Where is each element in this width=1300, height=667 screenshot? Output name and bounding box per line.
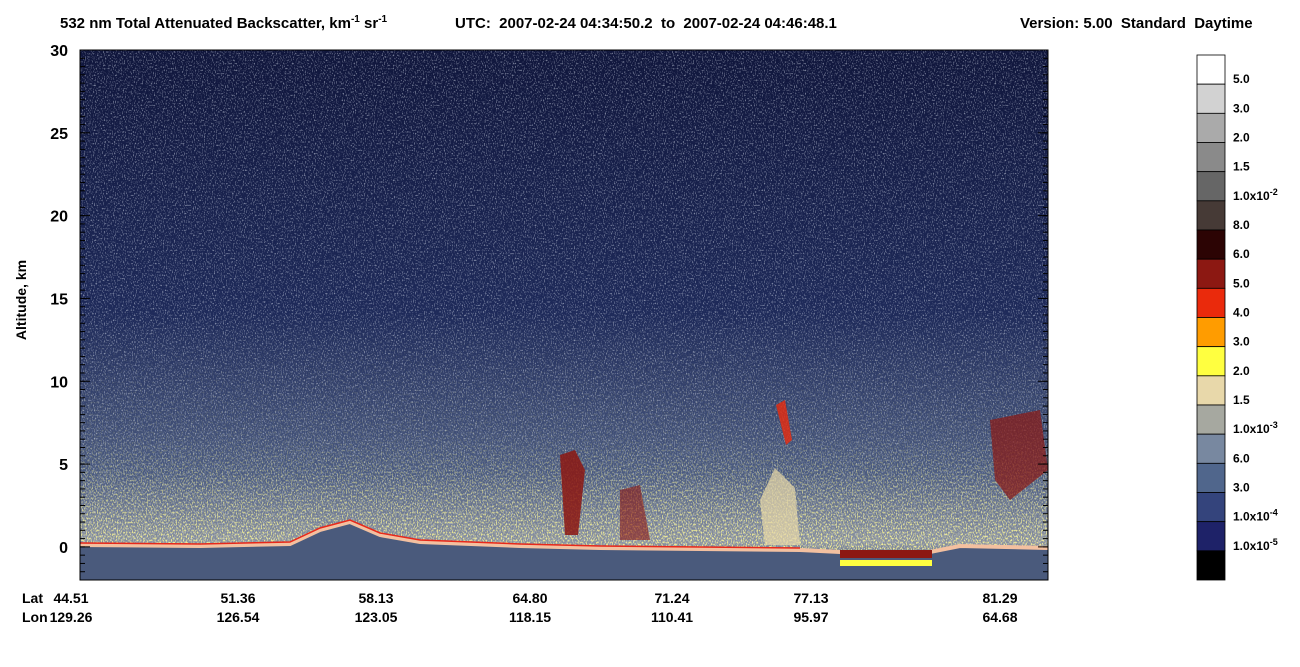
surface-band (840, 550, 932, 558)
colorbar-swatch (1196, 229, 1226, 260)
time-range: UTC: 2007-02-24 04:34:50.2 to 2007-02-24… (455, 15, 837, 32)
surface-band (840, 560, 932, 566)
colorbar-label-base: 1.0x10 (1233, 189, 1270, 203)
y-axis-label: Altitude, km (13, 260, 29, 340)
cloud (760, 468, 800, 545)
y-tick-label: 20 (50, 209, 68, 226)
colorbar-label: 5.0 (1233, 72, 1250, 86)
surface-line (79, 519, 801, 549)
colorbar-label: 1.5 (1233, 393, 1250, 407)
title-part: sr (360, 15, 379, 32)
cloud (990, 410, 1048, 500)
row-label: Lat (22, 590, 43, 606)
y-tick-label: 0 (59, 540, 68, 557)
colorbar-swatch (1196, 462, 1226, 493)
cloud (776, 400, 792, 445)
colorbar-label-base: 1.0x10 (1233, 510, 1270, 524)
lat-label: 81.29 (982, 590, 1017, 606)
colorbar-label: 3.0 (1233, 335, 1250, 349)
colorbar-swatch (1196, 346, 1226, 377)
lon-label: 123.05 (355, 609, 398, 625)
colorbar-swatch (1196, 258, 1226, 289)
colorbar-swatch (1196, 54, 1226, 85)
colorbar-label: 1.0x10-3 (1233, 420, 1278, 436)
colorbar-swatch (1196, 200, 1226, 231)
title-part: -1 (351, 14, 360, 25)
version: Version: 5.00 Standard Daytime (1020, 15, 1253, 32)
colorbar-swatch (1196, 492, 1226, 523)
colorbar-swatch (1196, 287, 1226, 318)
colorbar-swatch (1196, 112, 1226, 143)
colorbar-label: 1.0x10-4 (1233, 508, 1278, 524)
y-tick-label: 30 (50, 43, 68, 60)
title-part: 532 nm Total Attenuated Backscatter, km (60, 15, 351, 32)
colorbar-label: 3.0 (1233, 101, 1250, 115)
colorbar-swatch (1196, 433, 1226, 464)
ticks: 0 5 10 15 20 25 30 Lat Lon 44.51 129.26 51.36 126.54… (22, 43, 1048, 625)
colorbar-label: 5.0 (1233, 276, 1250, 290)
lon-label: 126.54 (217, 609, 260, 625)
y-tick-label: 25 (50, 126, 68, 143)
colorbar-label-exp: -2 (1270, 187, 1278, 197)
colorbar-swatch (1196, 171, 1226, 202)
colorbar-label: 8.0 (1233, 218, 1250, 232)
ground (80, 522, 1048, 580)
row-label: Lon (22, 609, 48, 625)
colorbar-swatch (1196, 142, 1226, 173)
lat-label: 77.13 (793, 590, 828, 606)
colorbar-swatch (1196, 404, 1226, 435)
lat-label: 58.13 (358, 590, 393, 606)
plot-image (79, 49, 1049, 581)
colorbar-label: 1.5 (1233, 160, 1250, 174)
lat-label: 64.80 (512, 590, 547, 606)
y-tick-label: 5 (59, 457, 68, 474)
lon-label: 110.41 (651, 609, 693, 625)
colorbar-swatch (1196, 375, 1226, 406)
lon-label: 129.26 (50, 609, 93, 625)
colorbar-label: 1.0x10-5 (1233, 537, 1278, 553)
colorbar-swatch (1196, 83, 1226, 114)
colorbar-label: 1.0x10-2 (1233, 187, 1278, 203)
lat-label: 71.24 (654, 590, 689, 606)
colorbar-label-exp: -5 (1270, 537, 1278, 547)
lon-label: 118.15 (509, 609, 551, 625)
colorbar-label-exp: -3 (1270, 420, 1278, 430)
colorbar-label-exp: -4 (1270, 508, 1278, 518)
colorbar-label: 6.0 (1233, 247, 1250, 261)
colorbar-swatch (1196, 521, 1226, 552)
colorbar-label: 2.0 (1233, 364, 1250, 378)
colorbar-swatch (1196, 550, 1226, 581)
colorbar-label-base: 1.0x10 (1233, 422, 1270, 436)
lon-label: 95.97 (793, 609, 828, 625)
cloud (560, 450, 585, 535)
lat-label: 44.51 (53, 590, 88, 606)
colorbar-label: 2.0 (1233, 131, 1250, 145)
colorbar-label: 3.0 (1233, 481, 1250, 495)
lat-label: 51.36 (220, 590, 255, 606)
colorbar: 5.03.02.01.51.0x10-28.06.05.04.03.02.01.… (1196, 54, 1278, 581)
y-tick-label: 15 (50, 291, 68, 308)
y-tick-label: 10 (50, 374, 68, 391)
chart-title: 532 nm Total Attenuated Backscatter, km-… (60, 14, 388, 32)
title-part: -1 (378, 14, 387, 25)
colorbar-swatch (1196, 317, 1226, 348)
colorbar-label-base: 1.0x10 (1233, 539, 1270, 553)
colorbar-label: 4.0 (1233, 306, 1250, 320)
lon-label: 64.68 (982, 609, 1017, 625)
cloud (620, 485, 650, 540)
colorbar-label: 6.0 (1233, 451, 1250, 465)
